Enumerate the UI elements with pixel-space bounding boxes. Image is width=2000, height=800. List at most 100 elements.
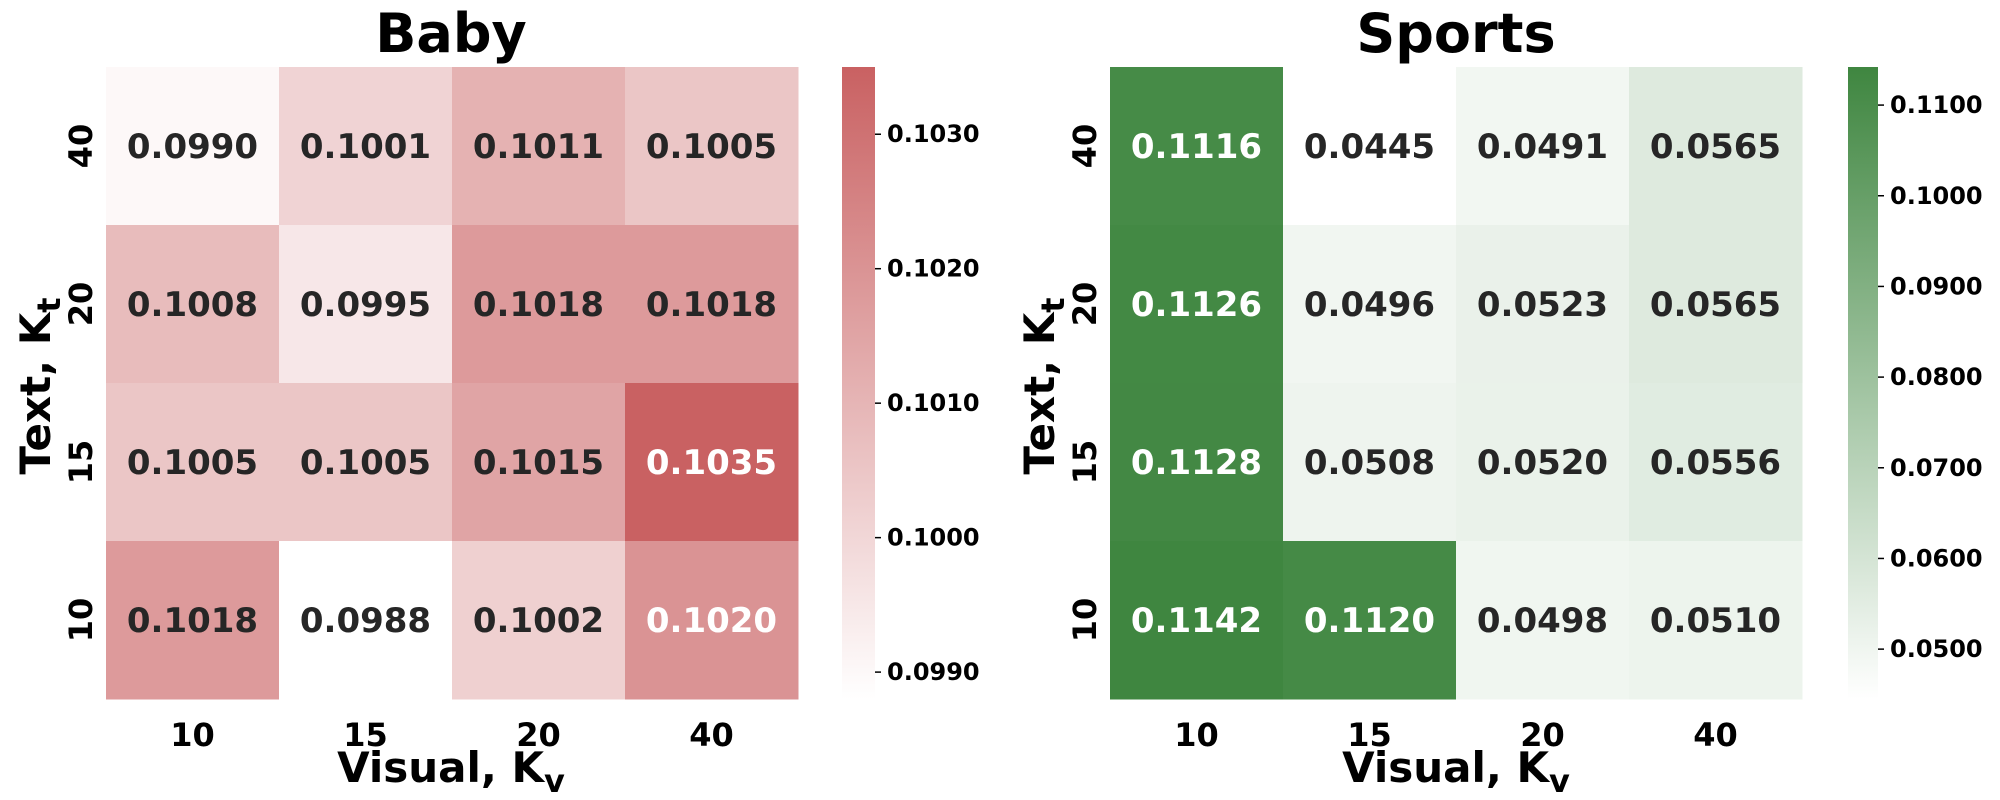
baby-colorbar [842,67,875,699]
sports-cell-value-label: 0.1116 [1131,127,1262,167]
sports-heatmap-cell [1283,541,1457,700]
sports-colorbar-tick-label: 0.0500 [1890,635,1983,663]
sports-y-axis-label-text: Text, K [1015,311,1064,474]
baby-x-tick-label: 15 [343,716,388,754]
sports-colorbar-ticks: 0.0500 0.0600 0.0700 0.0800 0.0900 0.1000 0.11… [1878,91,1983,663]
sports-cell-value-label: 0.0565 [1650,285,1781,325]
sports-x-tick-labels: 10 15 20 40 [1174,716,1738,754]
sports-x-axis-label: Visual, Kv [1342,743,1570,800]
sports-heatmap-cell [1456,67,1630,226]
sports-x-tick-label: 10 [1174,716,1219,754]
sports-heatmap-cells: 0.1116 0.0445 0.0491 0.0565 0.1126 0.0496 0.05… [1110,67,1803,700]
baby-heatmap-cell [625,541,799,700]
baby-cell-value-label: 0.0995 [300,285,431,325]
sports-cell-value-label: 0.0520 [1477,443,1608,483]
baby-cell-value-label: 0.1002 [473,601,604,641]
baby-y-tick-label: 10 [62,598,100,643]
baby-cell-value-label: 0.1008 [127,285,258,325]
baby-heatmap-cell [106,225,280,384]
baby-heatmap-cell [279,67,453,226]
sports-y-tick-labels: 40 20 15 10 [1066,124,1104,643]
sports-heatmap-cell [1456,383,1630,542]
baby-heatmap-cell [452,541,626,700]
baby-colorbar-tick-label: 0.1020 [887,255,980,283]
baby-x-axis-label: Visual, Kv [337,743,565,800]
baby-heatmap-cell [106,383,280,542]
baby-cell-value-label: 0.1020 [646,601,777,641]
baby-heatmap-cell [279,383,453,542]
sports-cell-value-label: 0.0498 [1477,601,1608,641]
baby-heatmap-cell [452,225,626,384]
baby-colorbar-tick-label: 0.1030 [887,120,980,148]
sports-chart-title: Sports [1356,2,1555,65]
sports-x-tick-label: 40 [1693,716,1738,754]
baby-y-tick-label: 15 [62,440,100,485]
baby-x-tick-label: 10 [170,716,215,754]
sports-colorbar [1848,67,1878,699]
sports-heatmap-cell [1629,541,1803,700]
baby-x-axis-label-subscript: v [544,762,565,800]
sports-heatmap-cell [1110,541,1284,700]
sports-colorbar-tick-label: 0.1000 [1890,182,1983,210]
sports-heatmap-cell [1629,225,1803,384]
sports-cell-value-label: 0.0556 [1650,443,1781,483]
sports-y-tick-label: 40 [1066,124,1104,169]
sports-heatmap-cell [1629,67,1803,226]
baby-heatmap-panel: Baby 0.0990 0.1001 0.1011 0.1005 0.1008 0.099… [11,2,980,800]
sports-y-axis-label-subscript: t [1034,297,1072,312]
sports-colorbar-tick-label: 0.0600 [1890,544,1983,572]
baby-heatmap-cell [452,383,626,542]
sports-cell-value-label: 0.1128 [1131,443,1262,483]
sports-cell-value-label: 0.0445 [1304,127,1435,167]
baby-y-axis-label: Text, Kt [11,297,68,474]
baby-heatmap-cell [625,383,799,542]
baby-y-axis-label-subscript: t [30,297,68,312]
baby-cell-value-label: 0.1018 [127,601,258,641]
baby-chart-title: Baby [375,2,526,65]
baby-heatmap-cell [279,541,453,700]
baby-cell-value-label: 0.1005 [127,443,258,483]
baby-cell-value-label: 0.1018 [646,285,777,325]
baby-heatmap-cell [625,67,799,226]
sports-heatmap-cell [1283,225,1457,384]
baby-cell-value-label: 0.1018 [473,285,604,325]
sports-x-axis-label-subscript: v [1549,762,1570,800]
baby-cell-value-label: 0.1011 [473,127,604,167]
baby-colorbar-tick-label: 0.0990 [887,658,980,686]
sports-heatmap-cell [1456,225,1630,384]
sports-colorbar-tick-label: 0.0700 [1890,454,1983,482]
baby-y-axis-label-text: Text, K [11,311,60,474]
baby-colorbar-ticks: 0.0990 0.1000 0.1010 0.1020 0.1030 [875,120,980,686]
baby-cell-value-label: 0.1001 [300,127,431,167]
sports-cell-value-label: 0.0565 [1650,127,1781,167]
baby-heatmap-cells: 0.0990 0.1001 0.1011 0.1005 0.1008 0.0995 0.10… [106,67,799,700]
baby-heatmap-cell [452,67,626,226]
baby-cell-value-label: 0.1035 [646,443,777,483]
sports-y-axis-label: Text, Kt [1015,297,1072,474]
sports-x-tick-label: 20 [1520,716,1565,754]
sports-cell-value-label: 0.0508 [1304,443,1435,483]
sports-y-tick-label: 15 [1066,440,1104,485]
baby-y-tick-label: 40 [62,124,100,169]
baby-y-tick-labels: 40 20 15 10 [62,124,100,643]
sports-heatmap-cell [1283,383,1457,542]
sports-heatmap-cell [1110,225,1284,384]
baby-x-tick-labels: 10 15 20 40 [170,716,734,754]
baby-heatmap-cell [279,225,453,384]
baby-cell-value-label: 0.1005 [646,127,777,167]
sports-x-axis-label-text: Visual, K [1342,743,1550,792]
baby-cell-value-label: 0.1005 [300,443,431,483]
baby-heatmap-cell [106,67,280,226]
sports-heatmap-cell [1110,67,1284,226]
baby-cell-value-label: 0.0988 [300,601,431,641]
sports-heatmap-panel: Sports 0.1116 0.0445 0.0491 0.0565 0.1126 0.0… [1015,2,1983,800]
sports-x-tick-label: 15 [1347,716,1392,754]
sports-heatmap-cell [1629,383,1803,542]
sports-cell-value-label: 0.0491 [1477,127,1608,167]
baby-colorbar-tick-label: 0.1010 [887,389,980,417]
sports-heatmap-cell [1456,541,1630,700]
sports-y-tick-label: 10 [1066,598,1104,643]
sports-cell-value-label: 0.0496 [1304,285,1435,325]
baby-heatmap-cell [625,225,799,384]
